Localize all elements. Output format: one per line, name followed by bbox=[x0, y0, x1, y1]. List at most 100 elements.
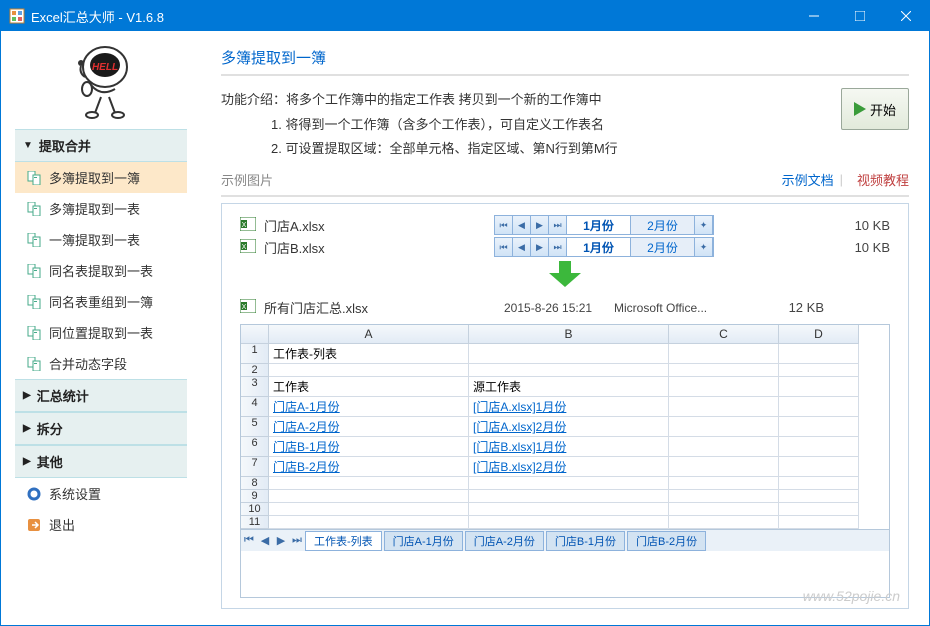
cell[interactable] bbox=[779, 344, 859, 364]
cell[interactable] bbox=[779, 397, 859, 417]
cell[interactable]: [门店B.xlsx]2月份 bbox=[469, 457, 669, 477]
col-header[interactable] bbox=[241, 325, 269, 344]
cell[interactable] bbox=[269, 364, 469, 377]
example-doc-link[interactable]: 示例文档 bbox=[782, 170, 834, 189]
sidebar-item-0-3[interactable]: 同名表提取到一表 bbox=[15, 255, 187, 286]
cell[interactable]: 门店A-1月份 bbox=[269, 397, 469, 417]
minimize-button[interactable] bbox=[791, 1, 837, 31]
row-header[interactable]: 3 bbox=[241, 377, 269, 397]
tab-nav-prev[interactable]: ◀ bbox=[257, 534, 273, 547]
sheet-tab-current[interactable]: 1月份 bbox=[567, 216, 631, 234]
cell[interactable]: 工作表-列表 bbox=[269, 344, 469, 364]
cell[interactable] bbox=[779, 437, 859, 457]
video-tutorial-link[interactable]: 视频教程 bbox=[857, 170, 909, 189]
sidebar-item-0-4[interactable]: 同名表重组到一簿 bbox=[15, 286, 187, 317]
sidebar-item-0-2[interactable]: 一簿提取到一表 bbox=[15, 224, 187, 255]
sheet-tab[interactable]: 门店A-1月份 bbox=[384, 531, 463, 551]
cell[interactable] bbox=[669, 457, 779, 477]
cell[interactable]: 门店A-2月份 bbox=[269, 417, 469, 437]
row-header[interactable]: 9 bbox=[241, 490, 269, 503]
nav-first-button[interactable]: ⏮ bbox=[495, 216, 513, 234]
cell[interactable] bbox=[669, 364, 779, 377]
cell[interactable] bbox=[779, 377, 859, 397]
cell[interactable] bbox=[779, 490, 859, 503]
cell[interactable] bbox=[669, 503, 779, 516]
cell[interactable] bbox=[469, 516, 669, 529]
sidebar-item-0-5[interactable]: 同位置提取到一表 bbox=[15, 317, 187, 348]
sidebar-item-0-1[interactable]: 多簿提取到一表 bbox=[15, 193, 187, 224]
nav-new-button[interactable]: ✦ bbox=[695, 238, 713, 256]
row-header[interactable]: 8 bbox=[241, 477, 269, 490]
row-header[interactable]: 1 bbox=[241, 344, 269, 364]
sheet-tab[interactable]: 门店B-2月份 bbox=[627, 531, 706, 551]
sheet-tab[interactable]: 2月份 bbox=[631, 238, 695, 256]
sidebar-item-0-0[interactable]: 多簿提取到一簿 bbox=[15, 162, 187, 193]
cell[interactable] bbox=[469, 364, 669, 377]
cell[interactable]: 门店B-2月份 bbox=[269, 457, 469, 477]
sheet-tab[interactable]: 门店B-1月份 bbox=[546, 531, 625, 551]
cell[interactable] bbox=[269, 477, 469, 490]
cell[interactable] bbox=[779, 516, 859, 529]
row-header[interactable]: 5 bbox=[241, 417, 269, 437]
sheet-tab[interactable]: 工作表-列表 bbox=[305, 531, 382, 551]
cell[interactable] bbox=[269, 503, 469, 516]
cell[interactable]: 门店B-1月份 bbox=[269, 437, 469, 457]
tab-nav-first[interactable]: ⏮ bbox=[241, 534, 257, 547]
start-button[interactable]: 开始 bbox=[841, 88, 909, 130]
tab-nav-next[interactable]: ▶ bbox=[273, 534, 289, 547]
row-header[interactable]: 7 bbox=[241, 457, 269, 477]
nav-next-button[interactable]: ▶ bbox=[531, 238, 549, 256]
sidebar-group-1[interactable]: ▶汇总统计 bbox=[15, 379, 187, 412]
col-header[interactable]: B bbox=[469, 325, 669, 344]
cell[interactable] bbox=[469, 490, 669, 503]
sidebar-group-3[interactable]: ▶其他 bbox=[15, 445, 187, 478]
row-header[interactable]: 11 bbox=[241, 516, 269, 529]
tab-nav-last[interactable]: ⏭ bbox=[289, 534, 305, 547]
cell[interactable] bbox=[779, 364, 859, 377]
sidebar-group-2[interactable]: ▶拆分 bbox=[15, 412, 187, 445]
nav-last-button[interactable]: ⏭ bbox=[549, 216, 567, 234]
cell[interactable] bbox=[779, 417, 859, 437]
nav-prev-button[interactable]: ◀ bbox=[513, 216, 531, 234]
sheet-tab-current[interactable]: 1月份 bbox=[567, 238, 631, 256]
cell[interactable] bbox=[669, 417, 779, 437]
cell[interactable]: [门店A.xlsx]2月份 bbox=[469, 417, 669, 437]
cell[interactable] bbox=[669, 344, 779, 364]
cell[interactable] bbox=[779, 457, 859, 477]
row-header[interactable]: 4 bbox=[241, 397, 269, 417]
col-header[interactable]: D bbox=[779, 325, 859, 344]
sheet-tab[interactable]: 2月份 bbox=[631, 216, 695, 234]
nav-last-button[interactable]: ⏭ bbox=[549, 238, 567, 256]
sidebar-group-0[interactable]: ▼提取合并 bbox=[15, 129, 187, 162]
cell[interactable] bbox=[669, 397, 779, 417]
nav-next-button[interactable]: ▶ bbox=[531, 216, 549, 234]
cell[interactable] bbox=[269, 516, 469, 529]
maximize-button[interactable] bbox=[837, 1, 883, 31]
sidebar-footer-0[interactable]: 系统设置 bbox=[15, 478, 187, 509]
cell[interactable] bbox=[469, 477, 669, 490]
cell[interactable] bbox=[269, 490, 469, 503]
cell[interactable]: [门店A.xlsx]1月份 bbox=[469, 397, 669, 417]
sidebar-item-0-6[interactable]: 合并动态字段 bbox=[15, 348, 187, 379]
cell[interactable] bbox=[669, 377, 779, 397]
row-header[interactable]: 2 bbox=[241, 364, 269, 377]
cell[interactable] bbox=[469, 503, 669, 516]
sheet-tab[interactable]: 门店A-2月份 bbox=[465, 531, 544, 551]
cell[interactable] bbox=[779, 503, 859, 516]
nav-new-button[interactable]: ✦ bbox=[695, 216, 713, 234]
sidebar-footer-1[interactable]: 退出 bbox=[15, 509, 187, 540]
cell[interactable] bbox=[669, 437, 779, 457]
col-header[interactable]: C bbox=[669, 325, 779, 344]
cell[interactable] bbox=[669, 490, 779, 503]
close-button[interactable] bbox=[883, 1, 929, 31]
nav-first-button[interactable]: ⏮ bbox=[495, 238, 513, 256]
nav-prev-button[interactable]: ◀ bbox=[513, 238, 531, 256]
row-header[interactable]: 10 bbox=[241, 503, 269, 516]
cell[interactable] bbox=[669, 477, 779, 490]
cell[interactable] bbox=[469, 344, 669, 364]
cell[interactable] bbox=[669, 516, 779, 529]
cell[interactable]: [门店B.xlsx]1月份 bbox=[469, 437, 669, 457]
cell[interactable] bbox=[779, 477, 859, 490]
cell[interactable]: 工作表 bbox=[269, 377, 469, 397]
row-header[interactable]: 6 bbox=[241, 437, 269, 457]
